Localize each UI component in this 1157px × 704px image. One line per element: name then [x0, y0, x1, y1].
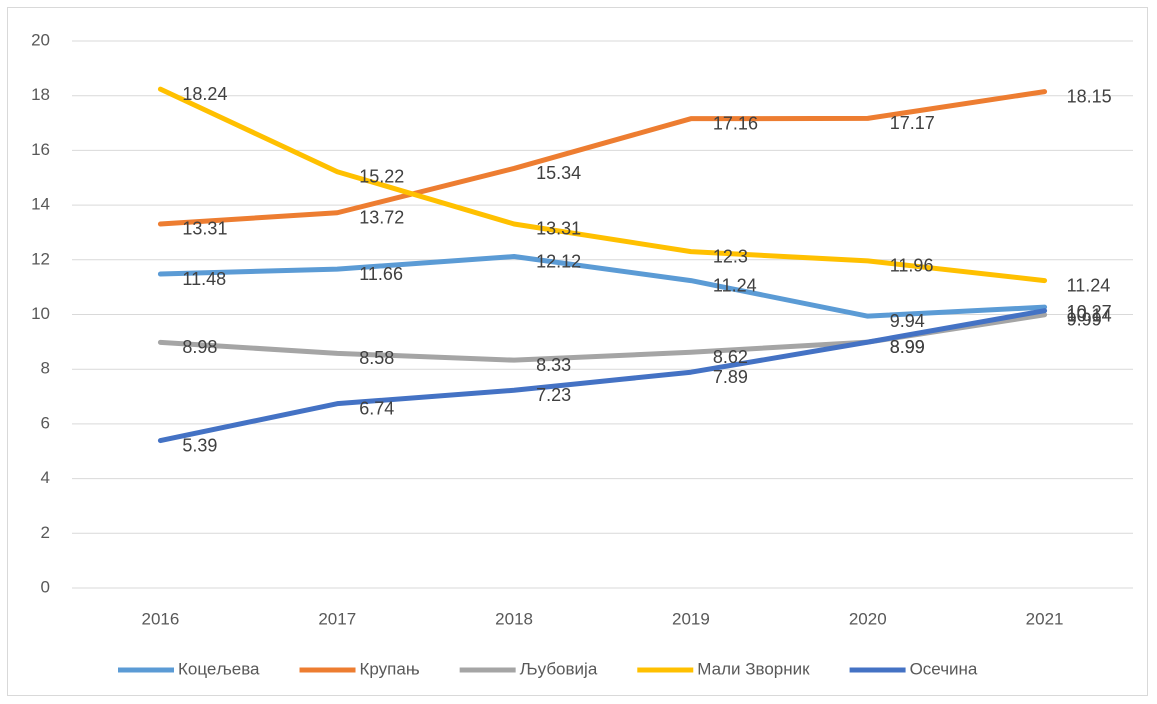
y-tick-label: 6	[41, 413, 50, 432]
data-label: 18.24	[182, 84, 227, 104]
data-label: 7.23	[536, 385, 571, 405]
data-label: 10.14	[1067, 305, 1112, 325]
data-label: 12.12	[536, 251, 581, 271]
legend-label: Крупањ	[360, 659, 420, 678]
legend-label: Осечина	[910, 659, 978, 678]
y-tick-label: 4	[41, 468, 50, 487]
data-label: 11.66	[359, 264, 403, 284]
y-tick-label: 20	[31, 30, 50, 49]
y-tick-label: 16	[31, 140, 50, 159]
y-tick-label: 10	[31, 304, 50, 323]
y-tick-label: 2	[41, 523, 50, 542]
data-label: 11.24	[1067, 275, 1111, 295]
data-label: 8.99	[890, 337, 925, 357]
legend-label: Љубовија	[520, 659, 598, 678]
x-tick-label: 2016	[142, 609, 180, 628]
series-line	[157, 254, 1048, 319]
data-label: 17.17	[890, 113, 935, 133]
data-label: 11.96	[890, 256, 934, 276]
data-label: 15.22	[359, 166, 404, 186]
data-label: 18.15	[1067, 86, 1112, 106]
data-label: 6.74	[359, 398, 394, 418]
data-label: 13.72	[359, 208, 404, 228]
data-label: 11.48	[182, 269, 226, 289]
y-tick-label: 14	[31, 195, 50, 214]
y-tick-label: 8	[41, 359, 50, 378]
chart-frame	[7, 7, 1148, 696]
data-label: 17.16	[713, 113, 758, 133]
data-label: 8.98	[182, 337, 217, 357]
data-label: 15.34	[536, 163, 581, 183]
series-line	[157, 89, 1048, 227]
legend-label: Мали Зворник	[697, 659, 810, 678]
x-tick-label: 2019	[672, 609, 710, 628]
data-label: 11.24	[713, 275, 757, 295]
data-label: 9.94	[890, 311, 925, 331]
y-tick-label: 18	[31, 85, 50, 104]
data-label: 7.89	[713, 367, 748, 387]
data-label: 10.27	[1067, 302, 1112, 322]
data-label: 12.3	[713, 246, 748, 266]
data-label: 13.31	[182, 219, 227, 239]
data-label: 5.39	[182, 435, 217, 455]
data-label: 8.62	[713, 347, 748, 367]
y-tick-label: 12	[31, 249, 50, 268]
series-line	[157, 86, 1048, 284]
series-line	[157, 308, 1048, 444]
data-label: 8.33	[536, 355, 571, 375]
x-tick-label: 2021	[1026, 609, 1064, 628]
data-label: 9.99	[1067, 310, 1102, 330]
data-label: 8.99	[890, 337, 925, 357]
data-label: 13.31	[536, 219, 581, 239]
data-label: 8.58	[359, 348, 394, 368]
y-tick-label: 0	[41, 577, 50, 596]
legend-label: Коцељева	[178, 659, 260, 678]
x-tick-label: 2017	[318, 609, 356, 628]
x-tick-label: 2020	[849, 609, 887, 628]
x-tick-label: 2018	[495, 609, 533, 628]
